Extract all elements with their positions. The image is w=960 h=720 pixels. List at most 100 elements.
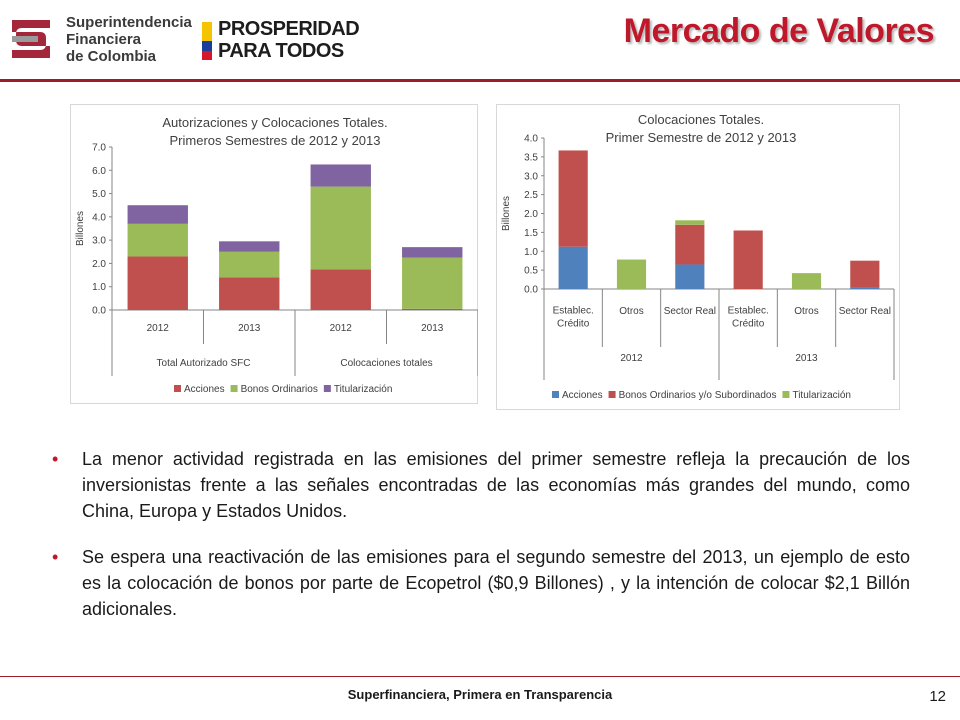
x-tick-label: Sector Real <box>839 306 891 317</box>
footer-text: Superfinanciera, Primera en Transparenci… <box>347 687 613 702</box>
y-tick-label: 1.5 <box>524 228 538 239</box>
bar-segment <box>127 223 188 257</box>
y-tick-label: 4.0 <box>524 134 538 145</box>
header: Superintendencia Financiera de Colombia … <box>0 0 960 82</box>
group-label: Total Autorizado SFC <box>157 358 251 369</box>
header-divider <box>0 79 960 82</box>
pp-line-2: PARA TODOS <box>218 40 344 62</box>
bar-segment <box>219 241 280 252</box>
x-tick-label: 2012 <box>330 323 353 334</box>
bar-segment <box>402 308 463 310</box>
y-tick-label: 2.5 <box>524 190 538 201</box>
superfinanciera-emblem-icon <box>8 14 54 64</box>
sfc-line-1: Superintendencia <box>66 14 192 31</box>
y-tick-label: 2.0 <box>524 209 538 220</box>
legend-label: Acciones <box>184 384 225 395</box>
bar-segment <box>850 260 880 288</box>
x-tick-label: Crédito <box>557 319 590 330</box>
footer-divider <box>0 676 960 677</box>
legend-swatch <box>608 391 616 398</box>
legend-swatch <box>174 385 181 392</box>
bar-segment <box>310 186 371 270</box>
bullet-text: Se espera una reactivación de las emisio… <box>82 547 910 619</box>
chart-title: Autorizaciones y Colocaciones Totales. <box>162 115 387 130</box>
bar-segment <box>219 277 280 310</box>
y-tick-label: 0.0 <box>524 285 538 296</box>
legend-label: Titularización <box>334 384 393 395</box>
x-tick-label: Establec. <box>728 306 769 317</box>
bar-segment <box>850 287 880 289</box>
bullet-text: La menor actividad registrada en las emi… <box>82 449 910 521</box>
colombia-flag-icon <box>202 22 212 60</box>
legend-label: Bonos Ordinarios <box>241 384 318 395</box>
x-tick-label: Otros <box>794 306 818 317</box>
bullet-list: • La menor actividad registrada en las e… <box>52 446 910 622</box>
y-tick-label: 6.0 <box>92 166 106 177</box>
y-axis-label: Billones <box>501 196 512 231</box>
x-tick-label: 2012 <box>147 323 170 334</box>
pp-line-1: PROSPERIDAD <box>218 18 360 40</box>
bar-segment <box>558 150 588 247</box>
bar-segment <box>310 269 371 310</box>
bar-segment <box>675 264 705 289</box>
group-label: 2012 <box>620 353 643 364</box>
y-tick-label: 1.0 <box>524 247 538 258</box>
chart-title: Primer Semestre de 2012 y 2013 <box>606 130 797 145</box>
legend-label: Titularización <box>792 390 851 401</box>
y-tick-label: 3.5 <box>524 152 538 163</box>
prosperidad-logo: PROSPERIDAD PARA TODOS <box>202 18 360 64</box>
legend-swatch <box>230 385 238 392</box>
superfinanciera-wordmark: Superintendencia Financiera de Colombia <box>66 14 192 65</box>
y-tick-label: 0.5 <box>524 266 538 277</box>
x-tick-label: Crédito <box>732 319 765 330</box>
bar-segment <box>402 247 463 258</box>
chart-title: Primeros Semestres de 2012 y 2013 <box>170 133 381 148</box>
x-tick-label: 2013 <box>238 323 261 334</box>
x-tick-label: 2013 <box>421 323 444 334</box>
bullet-item: • La menor actividad registrada en las e… <box>52 446 910 524</box>
slide-title: Mercado de Valores <box>623 12 935 50</box>
bar-segment <box>558 246 588 289</box>
chart-title: Colocaciones Totales. <box>638 112 764 127</box>
legend-swatch <box>782 391 790 398</box>
bar-segment <box>127 256 188 310</box>
sfc-line-2: Financiera <box>66 31 142 48</box>
bar-segment <box>675 224 705 265</box>
bar-segment <box>675 220 705 225</box>
y-tick-label: 2.0 <box>92 259 106 270</box>
y-tick-label: 0.0 <box>92 306 106 317</box>
superfinanciera-logo: Superintendencia Financiera de Colombia <box>6 10 192 68</box>
y-tick-label: 4.0 <box>92 212 106 223</box>
bar-segment <box>219 251 280 278</box>
y-tick-label: 5.0 <box>92 189 106 200</box>
y-tick-label: 3.0 <box>92 236 106 247</box>
legend-swatch <box>552 391 559 398</box>
chart-1-svg: Autorizaciones y Colocaciones Totales. Pr… <box>70 104 479 404</box>
x-tick-label: Otros <box>619 306 643 317</box>
bullet-dot-icon: • <box>52 449 59 469</box>
bar-segment <box>310 164 371 187</box>
y-tick-label: 1.0 <box>92 282 106 293</box>
chart-autorizaciones-colocaciones: Autorizaciones y Colocaciones Totales. Pr… <box>70 104 479 404</box>
bullet-dot-icon: • <box>52 547 59 567</box>
bar-segment <box>791 273 822 289</box>
prosperidad-wordmark: PROSPERIDAD PARA TODOS <box>218 18 360 62</box>
bullet-item: • Se espera una reactivación de las emis… <box>52 544 910 622</box>
legend-label: Bonos Ordinarios y/o Subordinados <box>619 390 777 401</box>
group-label: 2013 <box>795 353 818 364</box>
y-tick-label: 3.0 <box>524 171 538 182</box>
bar-segment <box>402 257 463 309</box>
bar-segment <box>616 259 647 289</box>
group-label: Colocaciones totales <box>340 358 432 369</box>
page-number: 12 <box>929 688 946 705</box>
x-tick-label: Establec. <box>553 306 594 317</box>
y-axis-label: Billones <box>75 211 86 246</box>
bar-segment <box>127 205 188 224</box>
y-tick-label: 7.0 <box>92 143 106 154</box>
chart-2-svg: Colocaciones Totales. Primer Semestre de … <box>496 104 900 410</box>
x-tick-label: Sector Real <box>664 306 716 317</box>
legend-label: Acciones <box>562 390 603 401</box>
sfc-line-3: de Colombia <box>66 48 157 65</box>
chart-colocaciones-totales: Colocaciones Totales. Primer Semestre de … <box>496 104 900 410</box>
bar-segment <box>733 230 763 289</box>
